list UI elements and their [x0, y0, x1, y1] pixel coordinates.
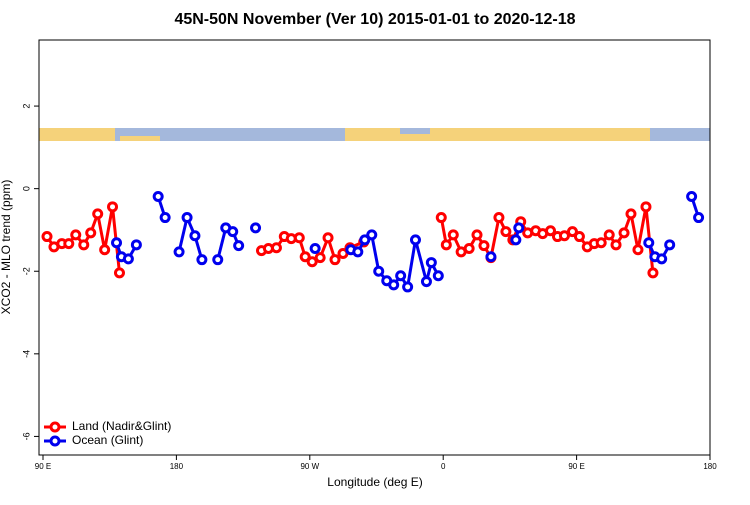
point — [402, 281, 414, 293]
legend-marker — [49, 421, 61, 433]
point — [99, 244, 111, 256]
x-tick-label: 90 W — [300, 462, 319, 471]
point — [643, 237, 655, 249]
point — [566, 226, 578, 238]
x-tick-label: 90 E — [35, 462, 51, 471]
point — [173, 246, 185, 258]
point — [693, 212, 705, 224]
point — [113, 267, 125, 279]
point — [92, 208, 104, 220]
point — [500, 226, 512, 238]
x-tick-label: 180 — [170, 462, 184, 471]
point — [632, 244, 644, 256]
point — [435, 212, 447, 224]
point — [425, 257, 437, 269]
point — [420, 276, 432, 288]
point — [314, 252, 326, 264]
point — [78, 239, 90, 251]
point — [478, 240, 490, 252]
point — [366, 229, 378, 241]
point — [409, 234, 421, 246]
point — [322, 232, 334, 244]
series-line — [115, 196, 701, 292]
point — [647, 267, 659, 279]
point — [70, 229, 82, 241]
point — [107, 201, 119, 213]
point — [152, 191, 164, 203]
point — [388, 279, 400, 291]
point — [447, 229, 459, 241]
point — [250, 222, 262, 234]
x-tick-label: 90 E — [568, 462, 584, 471]
point — [111, 237, 123, 249]
point — [625, 208, 637, 220]
point — [270, 242, 282, 254]
point — [373, 265, 385, 277]
point — [359, 234, 371, 246]
point — [610, 239, 622, 251]
point — [189, 230, 201, 242]
point — [41, 231, 53, 243]
map-strip — [39, 128, 710, 141]
point — [510, 234, 522, 246]
point — [306, 256, 318, 268]
point — [618, 227, 630, 239]
point — [63, 238, 75, 250]
point — [395, 270, 407, 282]
point — [85, 227, 97, 239]
chart-title: 45N-50N November (Ver 10) 2015-01-01 to … — [174, 11, 575, 28]
y-tick-label: -6 — [21, 432, 31, 440]
point — [212, 254, 224, 266]
point — [573, 231, 585, 243]
y-tick-label: 2 — [21, 104, 31, 109]
point — [664, 239, 676, 251]
point — [595, 237, 607, 249]
point — [196, 254, 208, 266]
x-tick-label: 180 — [703, 462, 717, 471]
legend-marker — [49, 435, 61, 447]
point — [233, 240, 245, 252]
point — [485, 251, 497, 263]
point — [329, 254, 341, 266]
point — [493, 212, 505, 224]
point — [130, 239, 142, 251]
point — [640, 201, 652, 213]
y-tick-label: 0 — [21, 186, 31, 191]
point — [181, 212, 193, 224]
point — [545, 225, 557, 237]
point — [686, 191, 698, 203]
point — [352, 246, 364, 258]
point — [471, 229, 483, 241]
point — [122, 253, 134, 265]
point — [440, 239, 452, 251]
point — [299, 251, 311, 263]
point — [656, 253, 668, 265]
point — [432, 270, 444, 282]
plot-frame — [38, 39, 711, 456]
x-tick-label: 0 — [441, 462, 446, 471]
point — [227, 226, 239, 238]
point — [463, 243, 475, 255]
legend-label: Ocean (Glint) — [72, 433, 143, 447]
x-axis-label: Longitude (deg E) — [327, 475, 422, 489]
legend-label: Land (Nadir&Glint) — [72, 419, 171, 433]
point — [293, 232, 305, 244]
y-tick-label: -4 — [21, 350, 31, 358]
y-tick-label: -2 — [21, 267, 31, 275]
point — [603, 229, 615, 241]
point — [159, 212, 171, 224]
point — [513, 222, 525, 234]
point — [558, 230, 570, 242]
y-axis-label: XCO2 - MLO trend (ppm) — [0, 180, 13, 315]
point — [309, 243, 321, 255]
